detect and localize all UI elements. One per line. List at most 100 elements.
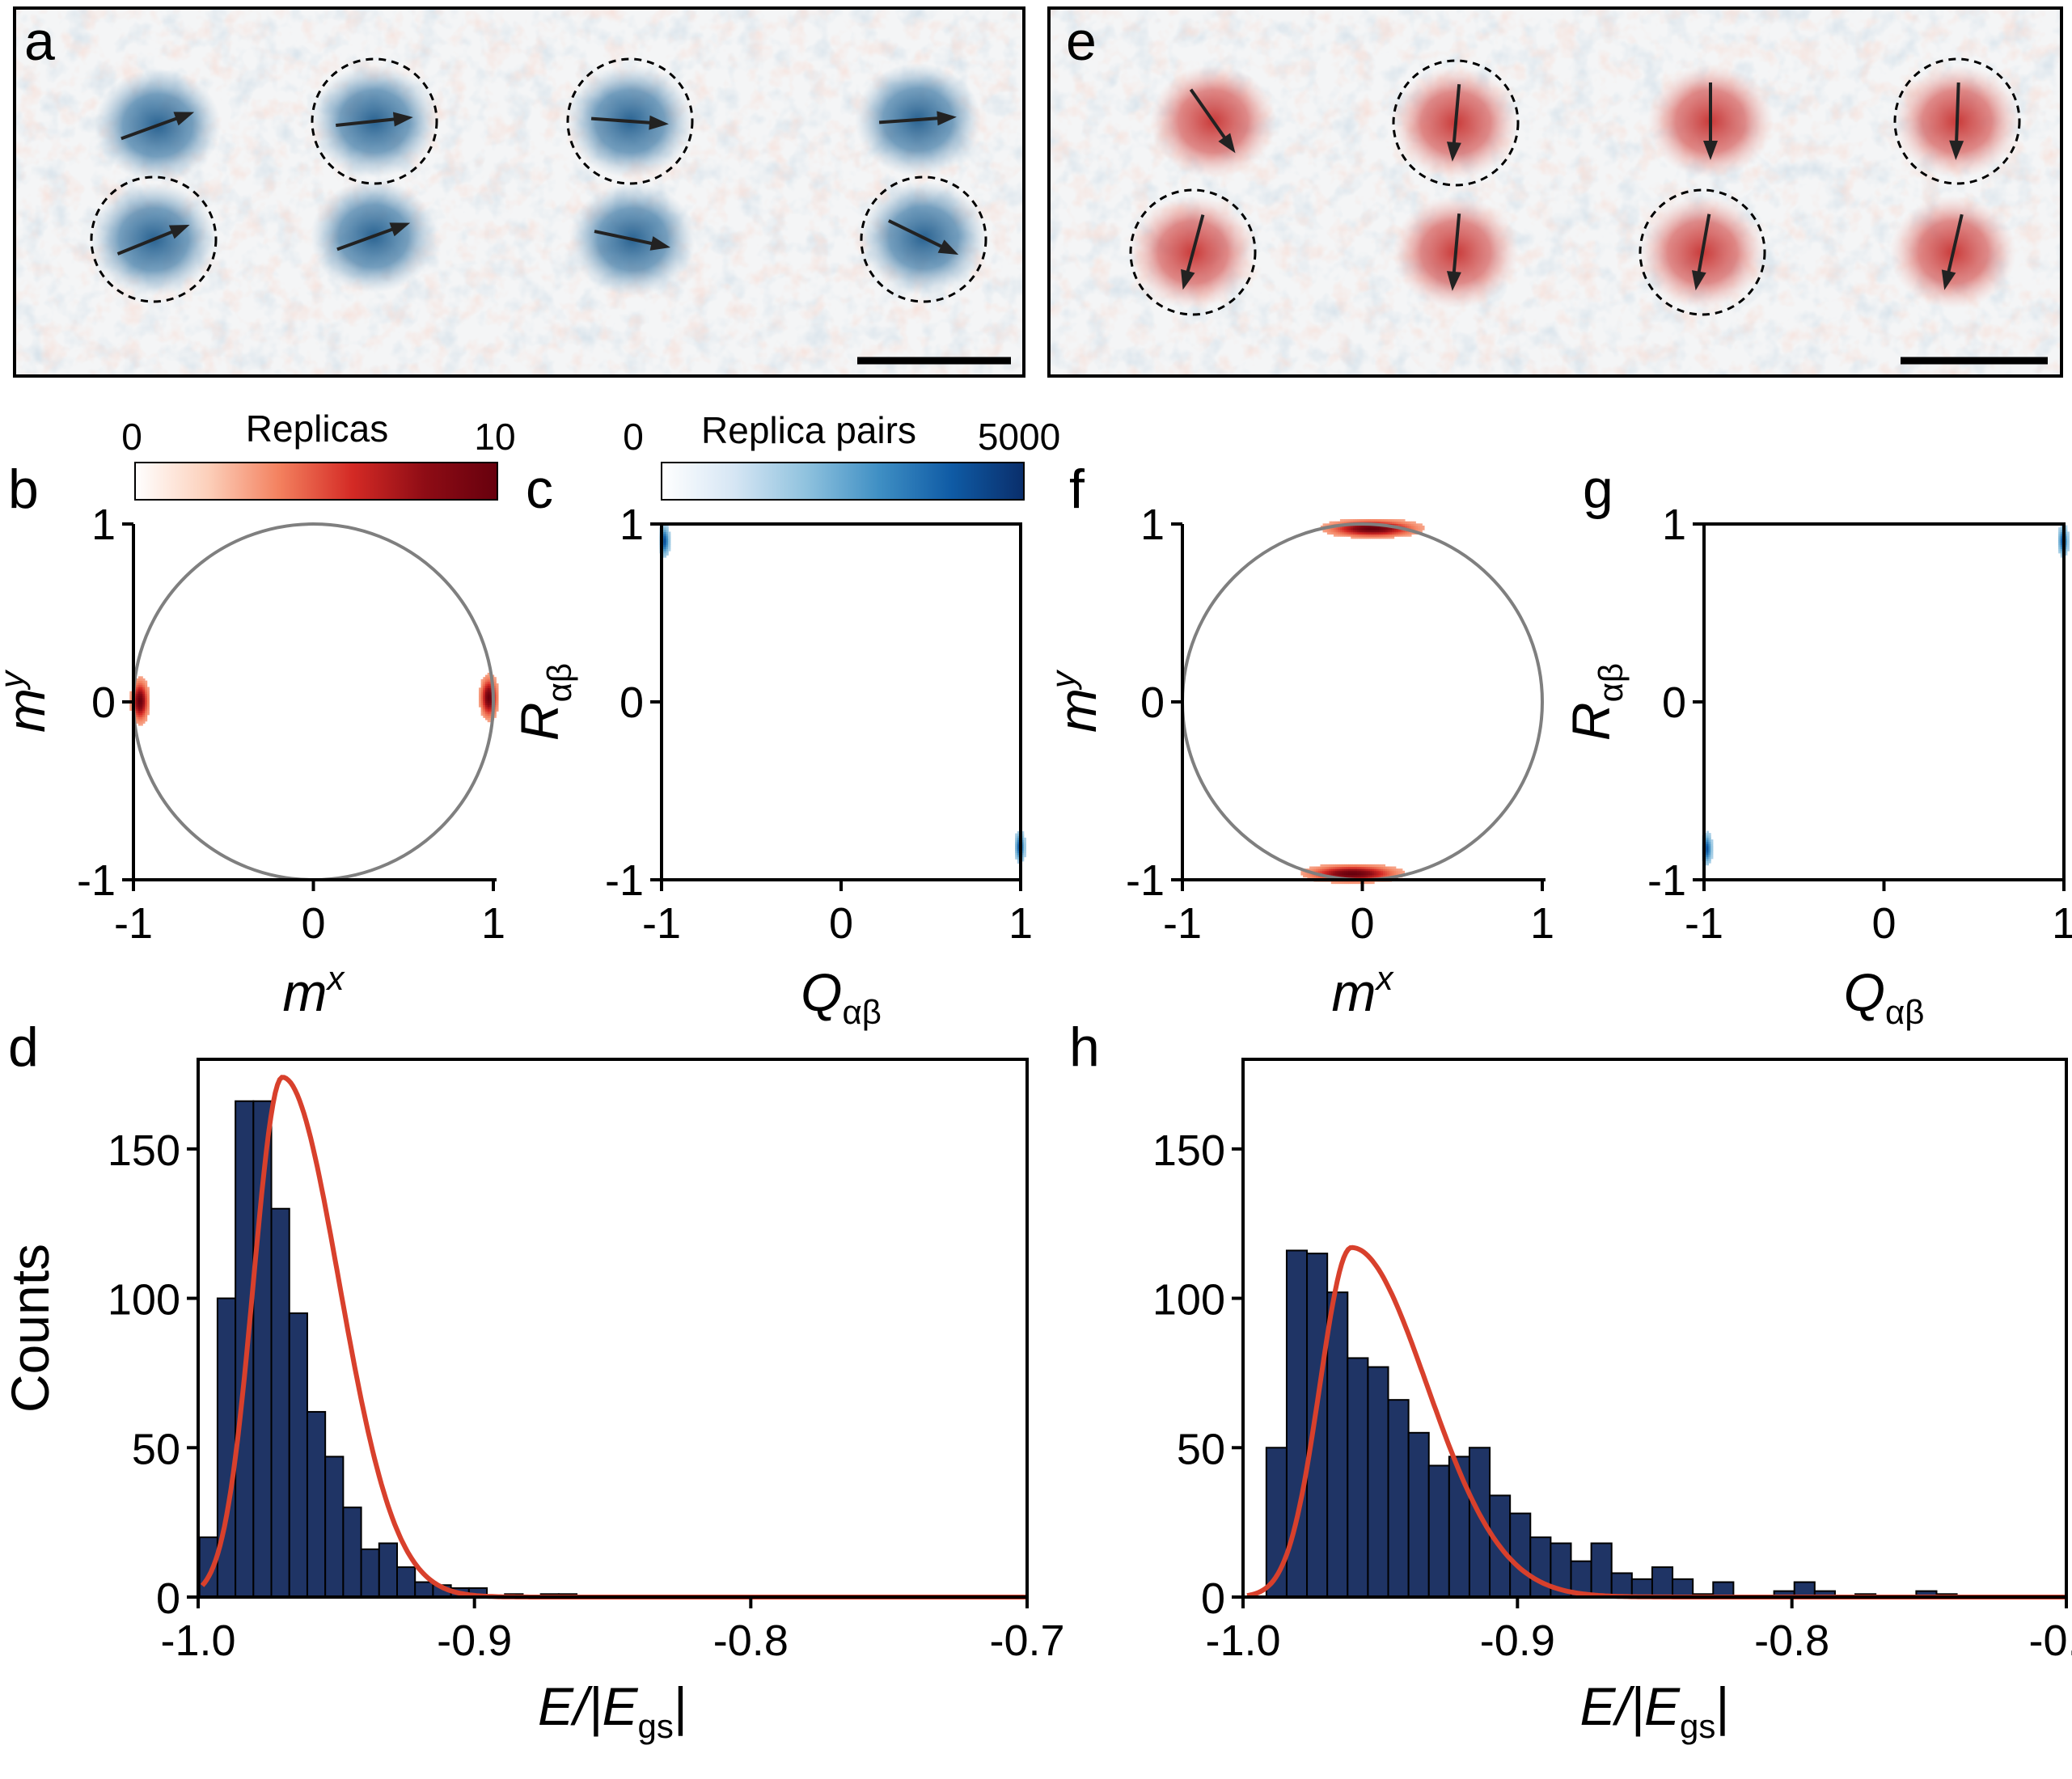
heat-cell xyxy=(1368,881,1371,885)
heat-cell xyxy=(1372,530,1376,533)
panel-a-arrow-head xyxy=(937,239,959,256)
heat-cell xyxy=(1335,534,1338,537)
heat-cell xyxy=(1708,835,1711,838)
panel-a-arrow-shaft xyxy=(336,116,400,128)
heat-cell xyxy=(484,690,488,693)
histogram-bars xyxy=(198,1100,1026,1599)
heat-cell xyxy=(663,531,667,535)
heat-cell xyxy=(1359,870,1362,873)
heat-cell xyxy=(1396,531,1399,535)
panel-e-image xyxy=(1049,8,2061,376)
heat-cell xyxy=(1374,527,1377,530)
panel-a-arrow-head xyxy=(649,236,670,251)
heat-cell xyxy=(1398,868,1401,872)
heat-cell xyxy=(1389,534,1393,537)
heat-cell xyxy=(2065,534,2068,537)
heat-cell xyxy=(1710,845,1714,849)
heat-cell xyxy=(478,691,482,695)
heat-cell xyxy=(1359,873,1362,876)
heat-cell xyxy=(1326,864,1330,867)
heat-cell xyxy=(1400,521,1403,524)
x-axis-label: E/|Egs| xyxy=(538,1676,687,1745)
heat-cell xyxy=(1365,525,1369,529)
x-tick-label: -0.7 xyxy=(989,1616,1064,1665)
heat-cell xyxy=(668,548,671,551)
heat-cell xyxy=(1361,525,1364,529)
heat-cell xyxy=(1391,521,1395,524)
heat-cell xyxy=(666,542,669,545)
heat-cell xyxy=(1368,536,1371,539)
heat-cell xyxy=(1409,525,1412,529)
heat-cell xyxy=(1322,866,1326,869)
heat-cell xyxy=(483,677,486,680)
heat-cell xyxy=(1023,850,1026,853)
heat-cell xyxy=(478,690,482,693)
y-axis-label-sup: y xyxy=(0,669,31,691)
heat-cell xyxy=(489,683,493,687)
heat-cell xyxy=(133,699,137,703)
heat-cell xyxy=(1331,521,1334,524)
heat-cell xyxy=(1355,534,1358,537)
heat-cell xyxy=(1415,523,1419,526)
panel-a-arrow-shaft xyxy=(590,116,655,125)
heat-cell xyxy=(145,712,148,716)
heat-cell xyxy=(1346,870,1349,873)
heat-cell xyxy=(140,678,143,682)
heat-cell xyxy=(1393,521,1397,524)
panel-a-letter: a xyxy=(24,11,55,72)
heat-cell xyxy=(1396,521,1399,524)
heat-cell xyxy=(1303,875,1306,878)
heat-cell xyxy=(1418,527,1421,530)
heat-cell xyxy=(1335,868,1338,872)
heat-cell xyxy=(1322,530,1326,533)
heat-cell xyxy=(666,551,669,554)
heat-cell xyxy=(1387,530,1390,533)
heat-cell xyxy=(1023,854,1026,858)
histogram-bar xyxy=(288,1312,308,1599)
heat-cell xyxy=(489,700,493,704)
heat-cell xyxy=(1400,519,1403,522)
heat-cell xyxy=(487,720,490,723)
heat-cell xyxy=(1370,527,1373,530)
y-axis-label-sub: αβ xyxy=(540,663,578,702)
histogram-bar xyxy=(235,1100,255,1598)
x-axis-label: E/|Egs| xyxy=(1579,1676,1729,1745)
panel-b-letter: b xyxy=(8,458,39,520)
heat-cell xyxy=(146,699,150,703)
heat-cell xyxy=(487,713,490,716)
heat-cell xyxy=(1364,536,1367,539)
heat-cell xyxy=(1337,873,1340,876)
heat-cell xyxy=(483,713,486,716)
heat-cell xyxy=(2058,546,2061,550)
panel-a-highlight-circle xyxy=(311,57,438,185)
heat-cell xyxy=(487,685,490,688)
heat-cell xyxy=(483,683,486,687)
heat-cell xyxy=(487,707,490,710)
heat-cell xyxy=(493,702,497,706)
panel-d-letter: d xyxy=(8,1016,39,1078)
heat-cell xyxy=(1396,519,1399,522)
histogram-bar xyxy=(1387,1399,1410,1598)
heat-cell xyxy=(663,546,667,550)
heat-cell xyxy=(138,710,142,713)
heat-cell xyxy=(1329,870,1332,873)
heat-cell xyxy=(140,693,143,696)
heat-cell xyxy=(1348,525,1351,529)
heat-cell xyxy=(1309,866,1313,869)
x-tick-label: 1 xyxy=(1009,899,1033,948)
heat-cell xyxy=(1305,875,1308,878)
heat-cell xyxy=(483,711,486,714)
heat-cell xyxy=(1383,530,1386,533)
heat-cell xyxy=(489,687,493,691)
heat-cell xyxy=(1015,854,1018,858)
heat-cell xyxy=(1395,873,1399,876)
heat-cell xyxy=(1418,530,1421,533)
panel-a-arrow-head xyxy=(937,111,957,126)
heat-cell xyxy=(1378,873,1381,876)
heat-cell xyxy=(489,707,493,710)
heat-cell xyxy=(2066,544,2070,547)
heat-cell xyxy=(142,699,146,703)
heat-cell xyxy=(1376,527,1380,530)
histogram-bar xyxy=(306,1410,327,1599)
heat-cell xyxy=(140,699,143,703)
